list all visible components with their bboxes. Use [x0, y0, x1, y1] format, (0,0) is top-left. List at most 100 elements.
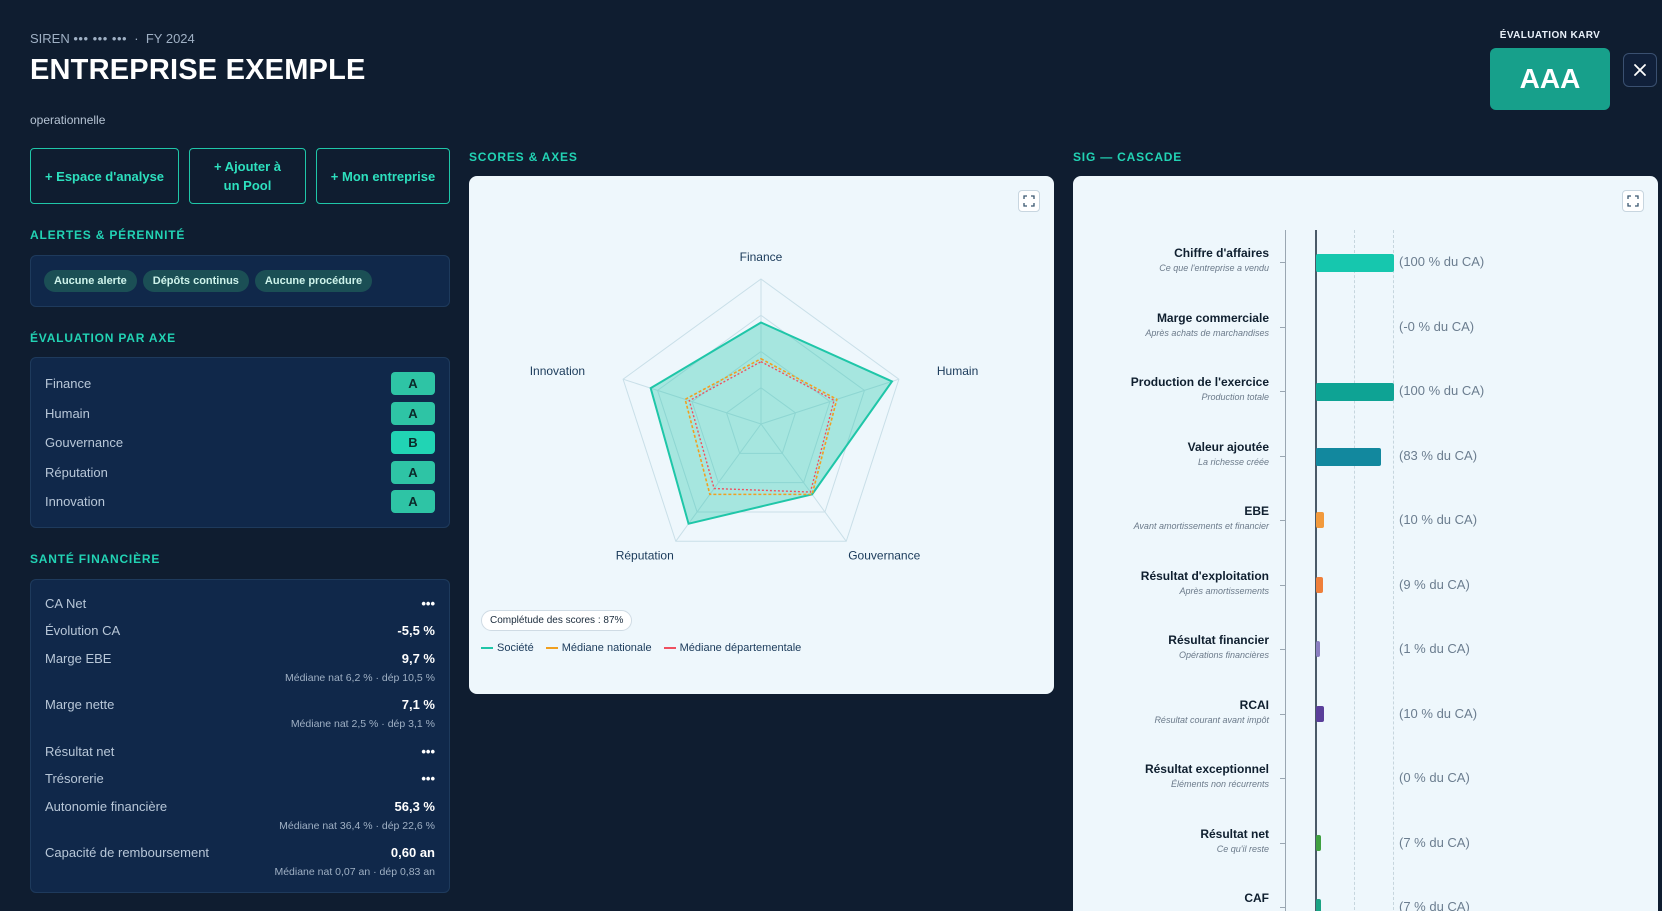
sig-row-desc: Après achats de marchandises	[1145, 327, 1269, 338]
sig-row-label: Résultat d'exploitation Après amortisseme…	[1141, 569, 1269, 596]
sig-row-name: EBE	[1244, 504, 1269, 518]
radar-axis-label: Réputation	[616, 548, 674, 562]
sig-row-desc: Avant amortissements et financier	[1133, 521, 1269, 531]
separator: ·	[134, 31, 139, 46]
grade-badge: A	[391, 460, 435, 484]
fin-value: 9,7 %	[401, 651, 435, 666]
fin-label: Trésorerie	[45, 771, 104, 786]
radar-chart-card: Finance Humain Gouvernance Réputation Innova…	[469, 176, 1054, 694]
axis-label: Innovation	[45, 493, 105, 509]
sig-bar	[1316, 447, 1381, 466]
sig-tick	[1280, 520, 1286, 521]
sig-bar	[1316, 899, 1322, 911]
fin-value: •••	[421, 771, 435, 786]
sig-bar	[1316, 705, 1324, 722]
radar-grid-ring	[656, 314, 866, 513]
sig-row-pct: (-0 % du CA)	[1399, 318, 1475, 334]
axis-label: Finance	[45, 375, 92, 391]
sig-tick	[1280, 842, 1286, 844]
sig-row-label: Résultat financier Opérations financières	[1168, 633, 1269, 660]
fin-row-marge-ebe: Marge EBE 9,7 %	[45, 651, 435, 666]
sig-tick	[1280, 391, 1286, 392]
siren-label: SIREN	[30, 31, 70, 46]
sig-bar	[1316, 576, 1324, 593]
axis-evaluation-title: ÉVALUATION PAR AXE	[30, 331, 176, 345]
sig-row-desc: Production totale	[1201, 392, 1269, 402]
financial-health-panel: CA Net ••• Évolution CA -5,5 % Marge EBE 9,…	[30, 579, 450, 893]
fin-value: -5,5 %	[397, 623, 435, 638]
axis-row-gouvernance: Gouvernance B	[45, 430, 435, 454]
fin-row-marge-nette: Marge nette 7,1 %	[45, 697, 435, 712]
evaluation-label: ÉVALUATION KARV	[1499, 30, 1601, 41]
alert-pill-no-procedure: Aucune procédure	[254, 270, 373, 292]
sig-row-label: Marge commerciale Après achats de marchan…	[1145, 311, 1269, 338]
legend-mediane-nationale: Médiane nationale	[545, 642, 652, 654]
sig-row-name: Production de l'exercice	[1130, 375, 1269, 389]
sig-row-name: Valeur ajoutée	[1187, 439, 1269, 454]
add-analysis-space-button[interactable]: + Espace d'analyse	[30, 148, 179, 204]
sig-bar	[1316, 512, 1324, 528]
fiscal-year: FY 2024	[145, 31, 195, 46]
fin-label: Marge nette	[45, 697, 115, 712]
fin-row-autonomie: Autonomie financière 56,3 %	[45, 799, 435, 814]
sig-row-pct: (9 % du CA)	[1399, 576, 1470, 592]
axis-row-finance: Finance A	[45, 371, 435, 395]
add-to-pool-button[interactable]: + Ajouter à un Pool	[189, 148, 306, 204]
fin-label: Capacité de remboursement	[45, 845, 210, 860]
sig-tick	[1280, 649, 1286, 650]
fin-label: Évolution CA	[45, 623, 121, 638]
grade-badge: A	[391, 371, 435, 395]
close-icon	[1634, 64, 1646, 76]
fin-value: 7,1 %	[401, 697, 435, 712]
legend-mediane-departementale: Médiane départementale	[663, 642, 801, 654]
sig-bar	[1316, 383, 1394, 401]
fin-value: 0,60 an	[390, 845, 435, 860]
alerts-section-title: ALERTES & PÉRENNITÉ	[30, 228, 186, 242]
fin-row-capacite: Capacité de remboursement 0,60 an	[45, 845, 435, 860]
sig-row-pct: (100 % du CA)	[1399, 254, 1485, 269]
sig-row-pct: (0 % du CA)	[1399, 770, 1470, 785]
radar-expand-button[interactable]	[1018, 190, 1040, 212]
sig-row-name: Résultat d'exploitation	[1140, 568, 1269, 583]
radar-axis-label: Gouvernance	[848, 548, 920, 562]
sig-bar	[1316, 641, 1320, 657]
fin-row-tresorerie: Trésorerie •••	[45, 771, 435, 786]
axis-row-innovation: Innovation A	[45, 489, 435, 513]
close-button[interactable]	[1623, 53, 1657, 87]
radar-series-1	[649, 321, 894, 525]
fin-value: •••	[421, 596, 435, 611]
sig-tick	[1280, 584, 1286, 586]
grade-badge: A	[391, 401, 435, 425]
fin-median: Médiane nat 36,4 % · dép 22,6 %	[279, 820, 435, 832]
sig-expand-button[interactable]	[1622, 190, 1644, 212]
sig-row-label: Résultat net Ce qu'il reste	[1200, 827, 1269, 854]
sig-tick	[1280, 455, 1286, 457]
radar-series-3	[688, 360, 835, 493]
fin-row-resultat-net: Résultat net •••	[45, 744, 435, 759]
sig-row-name: CAF	[1244, 891, 1269, 905]
fin-label: Résultat net	[45, 744, 115, 759]
radar-spoke	[675, 423, 762, 542]
siren-line: SIREN ••• ••• ••• · FY 2024	[30, 31, 195, 46]
sig-row-name: Résultat financier	[1168, 633, 1269, 647]
radar-axis-label: Finance	[740, 250, 783, 264]
sig-row-pct: (1 % du CA)	[1399, 641, 1470, 656]
radar-spoke	[760, 378, 900, 425]
sig-left-axis	[1285, 230, 1286, 911]
sig-waterfall: Chiffre d'affaires Ce que l'entreprise a …	[1073, 176, 1658, 911]
sig-row-name: Chiffre d'affaires	[1174, 246, 1269, 260]
sig-row-pct: (7 % du CA)	[1399, 834, 1470, 850]
fin-median: Médiane nat 0,07 an · dép 0,83 an	[274, 866, 435, 878]
radar-spoke	[622, 378, 762, 425]
my-company-button[interactable]: + Mon entreprise	[316, 148, 450, 204]
evaluation-grade-badge: AAA	[1490, 48, 1610, 110]
sig-row-pct: (10 % du CA)	[1399, 705, 1478, 721]
axis-label: Humain	[45, 405, 90, 421]
sig-row-desc: Opérations financières	[1178, 650, 1269, 660]
sig-chart-card: Chiffre d'affaires Ce que l'entreprise a …	[1073, 176, 1658, 911]
sig-row-label: CAF	[1244, 891, 1269, 905]
expand-icon	[1023, 195, 1035, 207]
alert-pill-deposits: Dépôts continus	[142, 270, 249, 292]
sig-row-pct: (100 % du CA)	[1399, 383, 1485, 398]
fin-label: Marge EBE	[45, 651, 112, 666]
